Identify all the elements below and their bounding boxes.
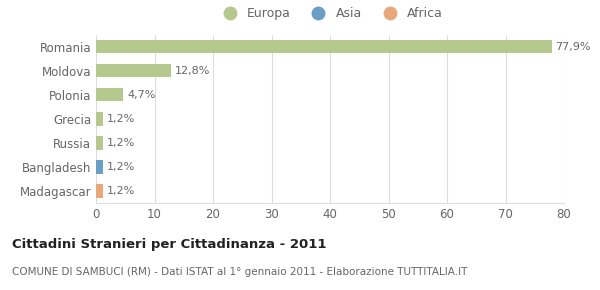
Text: COMUNE DI SAMBUCI (RM) - Dati ISTAT al 1° gennaio 2011 - Elaborazione TUTTITALIA: COMUNE DI SAMBUCI (RM) - Dati ISTAT al 1… — [12, 267, 467, 277]
Text: Cittadini Stranieri per Cittadinanza - 2011: Cittadini Stranieri per Cittadinanza - 2… — [12, 238, 326, 251]
Text: 77,9%: 77,9% — [555, 42, 591, 52]
Text: 12,8%: 12,8% — [175, 66, 210, 76]
Bar — [96, 136, 103, 150]
Bar — [96, 88, 124, 102]
Bar — [96, 64, 171, 77]
Bar — [96, 112, 103, 126]
Text: 1,2%: 1,2% — [107, 162, 135, 172]
Legend: Europa, Asia, Africa: Europa, Asia, Africa — [212, 2, 448, 25]
Text: 1,2%: 1,2% — [107, 114, 135, 124]
Text: 1,2%: 1,2% — [107, 186, 135, 196]
Bar — [96, 160, 103, 173]
Text: 1,2%: 1,2% — [107, 138, 135, 148]
Bar — [96, 40, 552, 53]
Bar — [96, 184, 103, 197]
Text: 4,7%: 4,7% — [127, 90, 155, 100]
